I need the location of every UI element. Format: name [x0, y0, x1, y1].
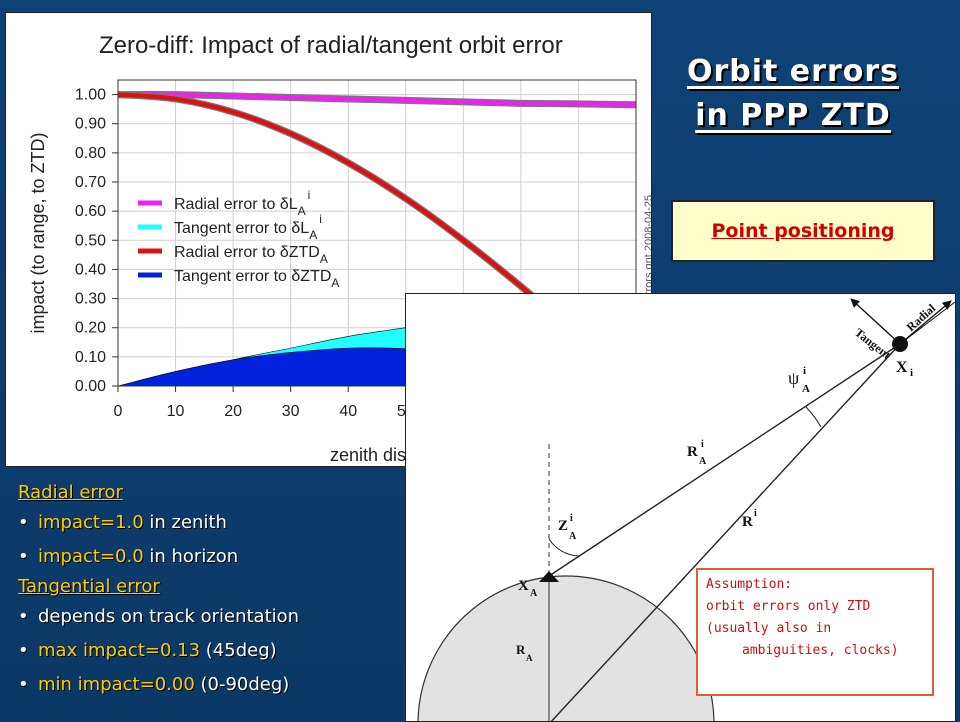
y-tick-label: 0.90 [75, 116, 106, 133]
station-label-main: X [518, 578, 529, 594]
radial-item-2: • impact=0.0 in horizon [18, 540, 398, 574]
tangent-arrow [850, 298, 901, 345]
tangential-item-3: • min impact=0.00 (0-90deg) [18, 668, 398, 702]
y-tick-label: 0.80 [75, 145, 106, 162]
tangential-heading: Tangential error [18, 576, 160, 597]
range-label-station: R A i [687, 439, 707, 467]
legend-label-0: Radial error to δLAi [174, 188, 310, 218]
zenith-label-main: Z [558, 518, 568, 534]
tangential-item-2-highlight: max impact=0.13 [38, 640, 201, 661]
zenith-angle-arc [548, 538, 580, 557]
y-tick-label: 0.10 [75, 349, 106, 366]
bullet-icon: • [18, 640, 29, 661]
assumption-line-1: Assumption: [706, 577, 793, 592]
y-tick-label: 1.00 [75, 87, 106, 104]
zenith-label-sub: A [569, 531, 577, 542]
y-tick-label: 0.00 [75, 378, 106, 395]
x-tick-label: 0 [114, 403, 123, 420]
range-line-center [550, 343, 901, 721]
psi-label: ψ A i [788, 365, 810, 395]
tangential-item-3-text: (0-90deg) [194, 674, 290, 695]
tangent-label: Tangent [852, 325, 893, 362]
earth-radius-main: R [516, 642, 526, 657]
x-tick-label: 20 [224, 403, 242, 420]
assumption-line-2: orbit errors only ZTD [706, 599, 871, 614]
geometry-diagram-panel: Tangent Radial X i ψ A i R A i R i Z [405, 293, 956, 722]
tangential-item-2: • max impact=0.13 (45deg) [18, 634, 398, 668]
assumption-box: Assumption: orbit errors only ZTD (usual… [696, 568, 934, 696]
bullet-icon: • [18, 512, 29, 533]
station-marker [539, 571, 559, 582]
bullet-icon: • [18, 606, 29, 627]
range-label-center: R i [742, 508, 757, 530]
satellite-label-main: X [896, 359, 908, 376]
bullet-icon: • [18, 674, 29, 695]
radial-item-1-highlight: impact=1.0 [38, 512, 144, 533]
legend-label-1: Tangent error to δLAi [174, 212, 322, 242]
slide-title-block: Orbit errors in PPP ZTD [668, 50, 918, 138]
geometry-diagram: Tangent Radial X i ψ A i R A i R i Z [417, 298, 955, 721]
y-tick-label: 0.50 [75, 232, 106, 249]
slide-title-line2: in PPP ZTD [695, 98, 891, 133]
y-tick-label: 0.60 [75, 203, 106, 220]
psi-angle-arc [805, 406, 822, 428]
earth-radius-label: R A [516, 642, 533, 663]
earth-radius-sub: A [526, 653, 533, 663]
x-tick-label: 40 [339, 403, 357, 420]
y-tick-label: 0.20 [75, 320, 106, 337]
satellite-label: X i [896, 359, 913, 379]
range-line-station [548, 343, 901, 577]
psi-label-sup: i [803, 365, 806, 377]
tangential-item-1: • depends on track orientation [18, 600, 398, 634]
tangential-item-2-text: (45deg) [200, 640, 277, 661]
bullet-icon: • [18, 546, 29, 567]
radial-label: Radial [904, 301, 939, 335]
psi-label-sub: A [802, 383, 810, 395]
radial-item-1-text: in zenith [143, 512, 227, 533]
satellite-label-sub: i [910, 367, 913, 379]
y-tick-label: 0.40 [75, 261, 106, 278]
radial-item-1: • impact=1.0 in zenith [18, 506, 398, 540]
station-label: X A [518, 578, 538, 599]
series-line-0 [118, 92, 636, 108]
zenith-label-sup: i [570, 513, 573, 524]
assumption-line-3: (usually also in [706, 621, 832, 636]
station-label-sub: A [530, 588, 538, 599]
x-tick-label: 10 [167, 403, 185, 420]
y-tick-label: 0.30 [75, 291, 106, 308]
plot-frame [117, 79, 637, 387]
x-tick-label: 30 [282, 403, 300, 420]
chart-title: Zero-diff: Impact of radial/tangent orbi… [99, 32, 563, 59]
chart-watermark: Jan Douša - ZTDerrors.gnt 2008-04-25 [643, 195, 651, 385]
tangential-item-1-text: depends on track orientation [38, 606, 300, 627]
slide-title-line1: Orbit errors [686, 54, 900, 89]
radial-heading: Radial error [18, 482, 123, 503]
range-station-sub: A [699, 456, 707, 467]
assumption-line-4: ambiguities, clocks) [742, 643, 899, 658]
point-positioning-box: Point positioning [671, 200, 935, 262]
radial-item-2-text: in horizon [143, 546, 239, 567]
legend-label-3: Tangent error to δZTDA [174, 268, 339, 290]
legend-label-2: Radial error to δZTDA [174, 244, 328, 266]
y-axis-label: impact (to range, to ZTD) [28, 132, 48, 333]
point-positioning-label: Point positioning [711, 220, 895, 242]
psi-label-main: ψ [788, 368, 800, 388]
radial-item-2-highlight: impact=0.0 [38, 546, 144, 567]
radial-extension [899, 301, 955, 345]
tangential-item-3-highlight: min impact=0.00 [38, 674, 195, 695]
range-center-main: R [742, 514, 753, 530]
zenith-label: Z A i [558, 513, 577, 542]
notes-block: Radial error • impact=1.0 in zenith • impa… [18, 480, 398, 702]
y-tick-label: 0.70 [75, 174, 106, 191]
radial-arrow [899, 300, 952, 345]
range-station-main: R [687, 444, 698, 460]
range-center-sup: i [754, 508, 757, 519]
earth-shape [417, 575, 715, 721]
range-station-sup: i [701, 439, 704, 450]
